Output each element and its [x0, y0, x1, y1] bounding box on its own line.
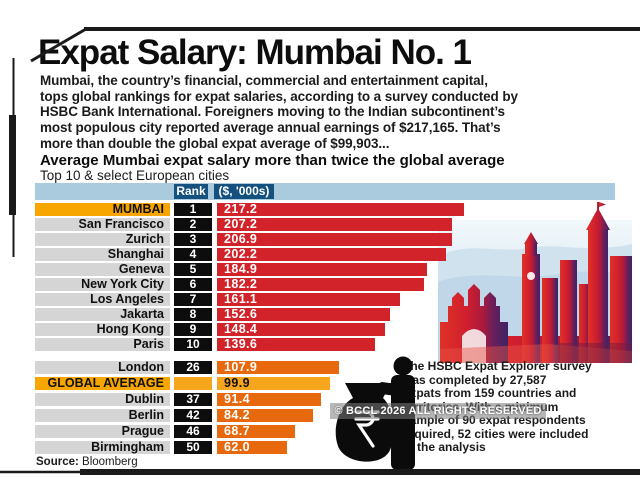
table-row: New York City 6 182.2 — [35, 277, 464, 291]
table-row: Dublin 37 91.4 — [35, 392, 339, 406]
table-row: Prague 46 68.7 — [35, 424, 339, 438]
city-label: Geneva — [35, 263, 170, 276]
column-header-rank: Rank — [174, 184, 208, 199]
bar-value: 68.7 — [224, 424, 250, 438]
value-bar: 161.1 — [217, 292, 400, 306]
value-bar: 68.7 — [217, 424, 295, 438]
rank-cell: 10 — [174, 338, 212, 351]
chart-heading: Average Mumbai expat salary more than tw… — [40, 152, 505, 169]
rank-cell: 6 — [174, 278, 212, 291]
copyright-watermark: © BCCL 2026 ALL RIGHTS RESERVED — [330, 403, 546, 419]
intro-paragraph: Mumbai, the country’s financial, commerc… — [40, 73, 518, 151]
table-row: MUMBAI 1 217.2 — [35, 202, 464, 216]
city-label: Shanghai — [35, 248, 170, 261]
value-bar: 107.9 — [217, 360, 340, 374]
rank-cell: 2 — [174, 218, 212, 231]
value-bar: 139.6 — [217, 337, 376, 351]
column-header-band: Rank ($, '000s) — [35, 183, 615, 200]
rank-cell — [174, 377, 212, 390]
bar-chart-european: London 26 107.9 GLOBAL AVERAGE 99.9 Dublin 37 9… — [35, 360, 340, 457]
table-row: Zurich 3 206.9 — [35, 232, 464, 246]
bar-value: 91.4 — [224, 392, 250, 406]
bar-chart-top10: MUMBAI 1 217.2 San Francisco 2 207.2 Zurich 3 20… — [35, 202, 464, 353]
bar-value: 84.2 — [224, 408, 250, 422]
table-row: Birmingham 50 62.0 — [35, 440, 339, 454]
value-bar: 84.2 — [217, 408, 313, 422]
bar-value: 107.9 — [224, 360, 258, 374]
bar-value: 182.2 — [224, 277, 258, 291]
chart-subheading: Top 10 & select European cities — [40, 168, 230, 183]
value-bar: 184.9 — [217, 262, 427, 276]
city-label: Hong Kong — [35, 323, 170, 336]
city-label: Paris — [35, 338, 170, 351]
value-bar: 182.2 — [217, 277, 424, 291]
table-row: GLOBAL AVERAGE 99.9 — [35, 376, 339, 390]
source-value: Bloomberg — [82, 456, 138, 468]
bar-value: 152.6 — [224, 307, 258, 321]
city-label: Los Angeles — [35, 293, 170, 306]
bar-value: 139.6 — [224, 337, 258, 351]
value-bar: 99.9 — [217, 376, 331, 390]
source-line: Source: Bloomberg — [36, 456, 138, 468]
rank-cell: 42 — [174, 409, 212, 422]
city-label: Jakarta — [35, 308, 170, 321]
source-label: Source: — [36, 456, 79, 468]
rank-cell: 8 — [174, 308, 212, 321]
rank-cell: 5 — [174, 263, 212, 276]
city-label: New York City — [35, 278, 170, 291]
rank-cell: 7 — [174, 293, 212, 306]
value-bar: 202.2 — [217, 247, 447, 261]
value-bar: 152.6 — [217, 307, 391, 321]
table-row: Shanghai 4 202.2 — [35, 247, 464, 261]
table-row: San Francisco 2 207.2 — [35, 217, 464, 231]
rank-cell: 9 — [174, 323, 212, 336]
bar-value: 161.1 — [224, 292, 258, 306]
rank-cell: 1 — [174, 203, 212, 216]
rank-cell: 37 — [174, 393, 212, 406]
bar-value: 184.9 — [224, 262, 258, 276]
bar-value: 217.2 — [224, 202, 258, 216]
rank-cell: 3 — [174, 233, 212, 246]
city-label: Dublin — [35, 393, 170, 406]
bar-value: 202.2 — [224, 247, 258, 261]
bar-value: 207.2 — [224, 217, 258, 231]
city-label: Berlin — [35, 409, 170, 422]
bar-value: 62.0 — [224, 440, 250, 454]
bar-value: 148.4 — [224, 322, 258, 336]
table-row: London 26 107.9 — [35, 360, 340, 374]
bar-value: 206.9 — [224, 232, 258, 246]
page-title: Expat Salary: Mumbai No. 1 — [38, 33, 472, 72]
city-label: Zurich — [35, 233, 170, 246]
city-label: London — [35, 361, 170, 374]
city-label: Prague — [35, 425, 170, 438]
city-label: MUMBAI — [35, 203, 170, 216]
rank-cell: 26 — [174, 361, 212, 374]
table-row: Paris 10 139.6 — [35, 337, 464, 351]
table-row: Hong Kong 9 148.4 — [35, 322, 464, 336]
value-bar: 62.0 — [217, 440, 288, 454]
bar-value: 99.9 — [224, 376, 250, 390]
value-bar: 217.2 — [217, 202, 464, 216]
rank-cell: 46 — [174, 425, 212, 438]
rank-cell: 4 — [174, 248, 212, 261]
city-label: GLOBAL AVERAGE — [35, 377, 170, 390]
value-bar: 207.2 — [217, 217, 453, 231]
value-bar: 206.9 — [217, 232, 452, 246]
table-row: Los Angeles 7 161.1 — [35, 292, 464, 306]
column-header-value: ($, '000s) — [214, 184, 274, 199]
table-row: Geneva 5 184.9 — [35, 262, 464, 276]
value-bar: 91.4 — [217, 392, 321, 406]
city-label: San Francisco — [35, 218, 170, 231]
table-row: Berlin 42 84.2 — [35, 408, 339, 422]
value-bar: 148.4 — [217, 322, 386, 336]
mumbai-skyline-illustration — [438, 202, 632, 363]
city-label: Birmingham — [35, 441, 170, 454]
rank-cell: 50 — [174, 441, 212, 454]
table-row: Jakarta 8 152.6 — [35, 307, 464, 321]
